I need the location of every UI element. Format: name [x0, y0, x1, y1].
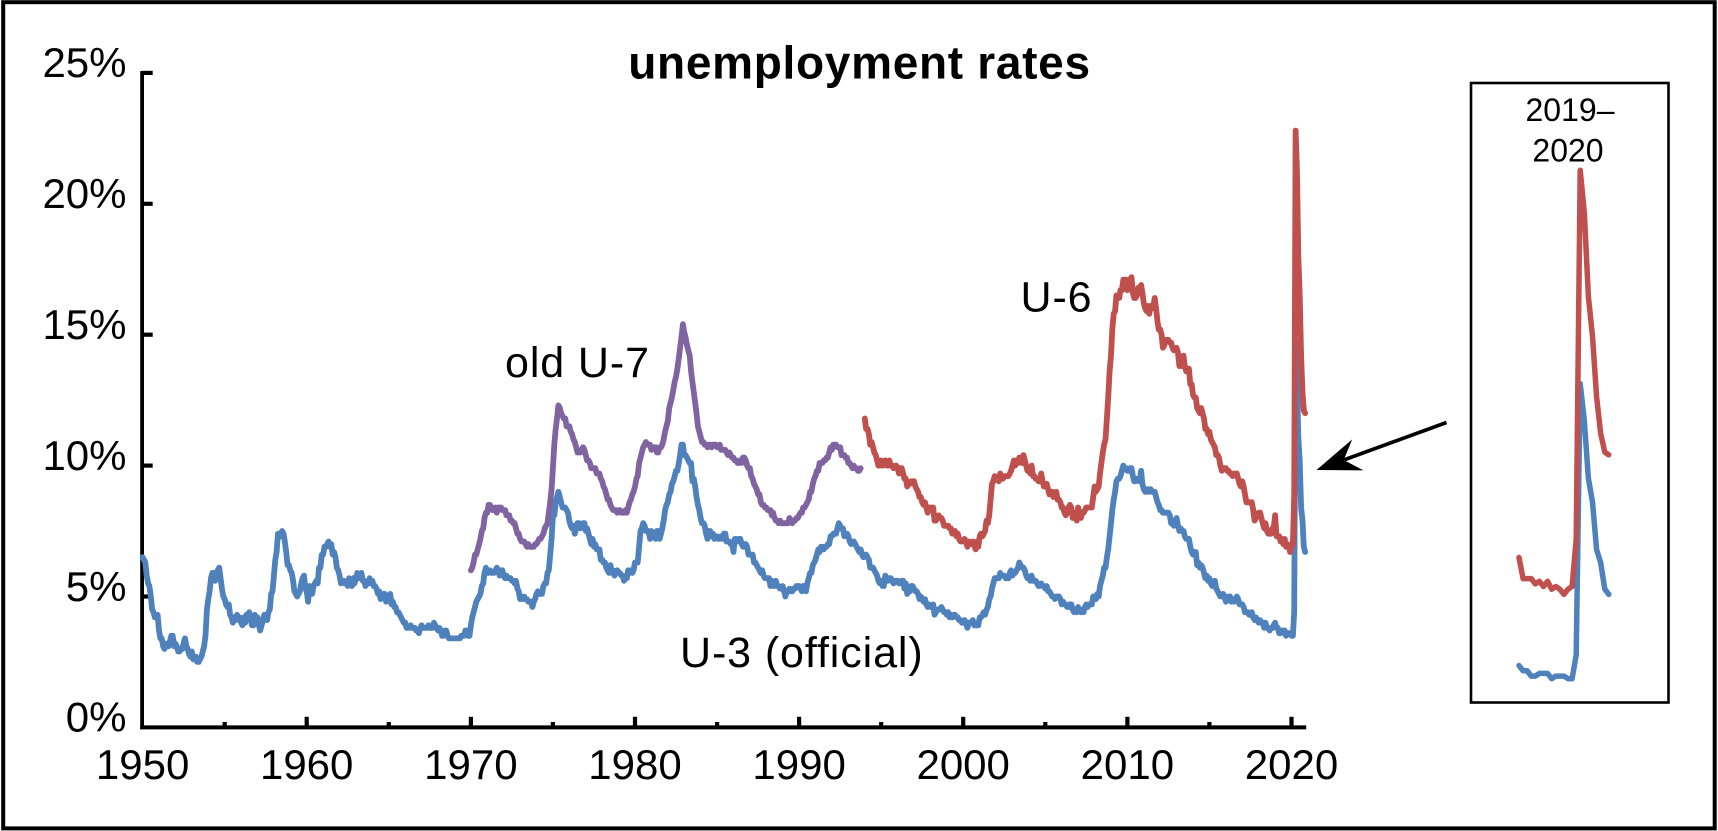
svg-text:2000: 2000 — [916, 741, 1009, 788]
svg-text:20%: 20% — [42, 170, 126, 217]
svg-text:U-6: U-6 — [1021, 274, 1093, 322]
svg-text:10%: 10% — [42, 432, 126, 479]
svg-text:1990: 1990 — [752, 741, 845, 788]
svg-text:unemployment rates: unemployment rates — [628, 37, 1091, 89]
svg-text:25%: 25% — [42, 39, 126, 86]
svg-text:2019–: 2019– — [1526, 92, 1615, 128]
svg-text:1950: 1950 — [96, 741, 189, 788]
svg-text:1960: 1960 — [260, 741, 353, 788]
svg-text:2010: 2010 — [1081, 741, 1174, 788]
svg-text:15%: 15% — [42, 301, 126, 348]
svg-text:5%: 5% — [66, 563, 127, 610]
svg-text:2020: 2020 — [1245, 741, 1338, 788]
svg-text:2020: 2020 — [1532, 132, 1603, 168]
svg-text:1970: 1970 — [424, 741, 517, 788]
svg-text:U-3 (official): U-3 (official) — [680, 629, 924, 677]
svg-text:old U-7: old U-7 — [505, 339, 650, 387]
svg-text:0%: 0% — [66, 694, 127, 741]
svg-text:1980: 1980 — [588, 741, 681, 788]
